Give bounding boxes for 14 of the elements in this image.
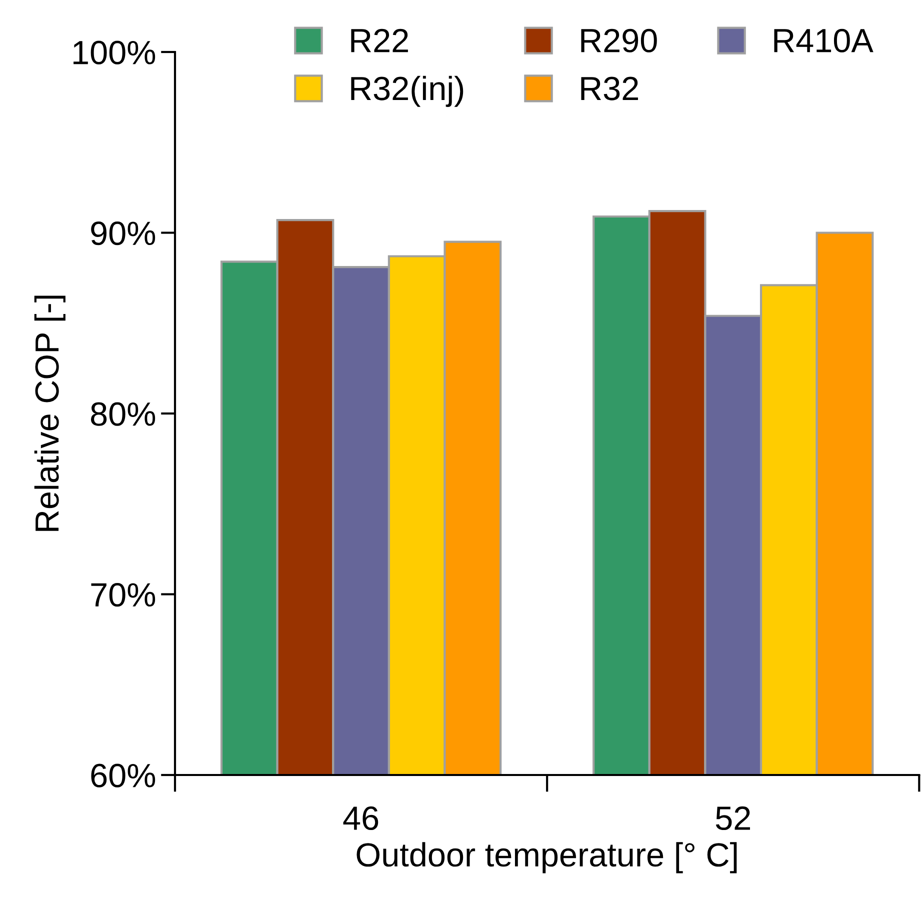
- legend-label: R22: [351, 28, 408, 52]
- y-tick-label: 100%: [74, 40, 156, 64]
- legend-label: R410A: [774, 28, 874, 52]
- x-tick-label: 52: [716, 806, 750, 830]
- x-tick-label: 46: [343, 806, 378, 830]
- legend-label: R32: [581, 76, 638, 100]
- y-tick-label: 90%: [91, 222, 156, 246]
- x-axis-title: Outdoor temperature [° C]: [356, 842, 737, 874]
- y-tick-label: 70%: [91, 583, 156, 607]
- legend-label: R32(inj): [351, 76, 464, 107]
- y-axis-title: Relative COP [-]: [34, 296, 66, 531]
- y-tick-label: 80%: [90, 402, 156, 426]
- y-tick-label: 60%: [91, 764, 156, 788]
- legend-label: R290: [581, 28, 657, 52]
